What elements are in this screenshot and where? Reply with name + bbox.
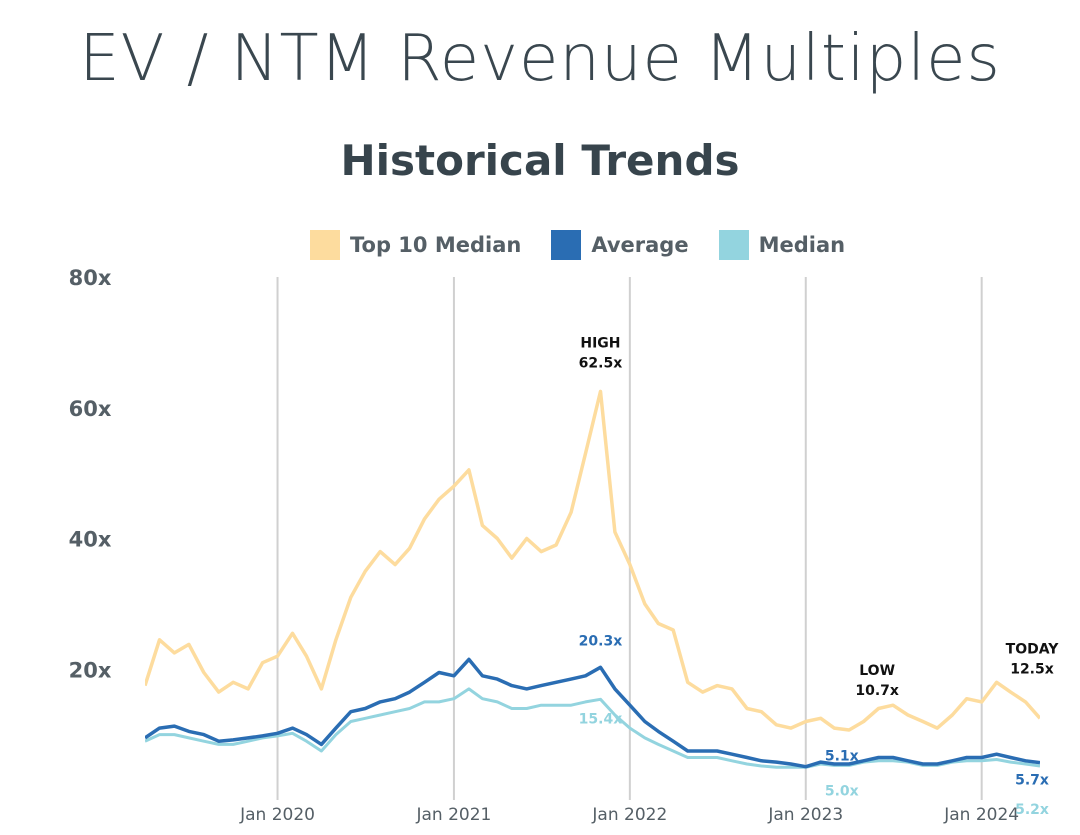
- x-tick-label: Jan 2023: [767, 805, 843, 825]
- chart-subtitle: Historical Trends: [340, 136, 740, 185]
- annotation-label: 5.2x: [1015, 802, 1049, 818]
- annotation-label: 10.7x: [855, 683, 899, 699]
- legend-item-average: Average: [551, 230, 689, 260]
- annotation-label: 5.1x: [825, 749, 859, 765]
- legend-label-average: Average: [591, 233, 689, 257]
- legend-label-median: Median: [758, 233, 846, 257]
- y-tick-label: 20x: [69, 658, 112, 682]
- annotation-label: 12.5x: [1010, 661, 1054, 677]
- annotation-label: 20.3x: [579, 633, 623, 649]
- x-tick-label: Jan 2021: [415, 805, 491, 825]
- y-tick-label: 80x: [69, 266, 112, 290]
- legend-swatch-average: [551, 230, 582, 260]
- annotation-label: HIGH: [580, 335, 620, 351]
- legend: Top 10 Median Average Median: [310, 228, 875, 262]
- x-tick-label: Jan 2020: [239, 805, 315, 825]
- annotation-label: 5.0x: [825, 783, 859, 799]
- legend-swatch-median: [718, 230, 749, 260]
- x-tick-label: Jan 2024: [943, 805, 1019, 825]
- legend-label-top10: Top 10 Median: [350, 233, 522, 257]
- series-line-average: [145, 657, 1040, 769]
- y-tick-label: 60x: [69, 397, 112, 421]
- annotation-label: 15.4x: [579, 711, 623, 727]
- legend-item-median: Median: [718, 230, 846, 260]
- annotation-label: LOW: [859, 663, 895, 679]
- x-tick-label: Jan 2022: [591, 805, 667, 825]
- series-line-top-10-median: [145, 389, 1040, 732]
- chart-title: EV / NTM Revenue Multiples: [79, 22, 1001, 96]
- series-line-median: [145, 687, 1040, 769]
- legend-swatch-top10: [310, 230, 340, 260]
- y-tick-label: 40x: [69, 528, 112, 552]
- annotation-label: TODAY: [1006, 641, 1060, 657]
- legend-item-top10: Top 10 Median: [310, 230, 521, 260]
- annotation-label: 62.5x: [579, 355, 623, 371]
- annotation-label: 5.7x: [1015, 773, 1049, 789]
